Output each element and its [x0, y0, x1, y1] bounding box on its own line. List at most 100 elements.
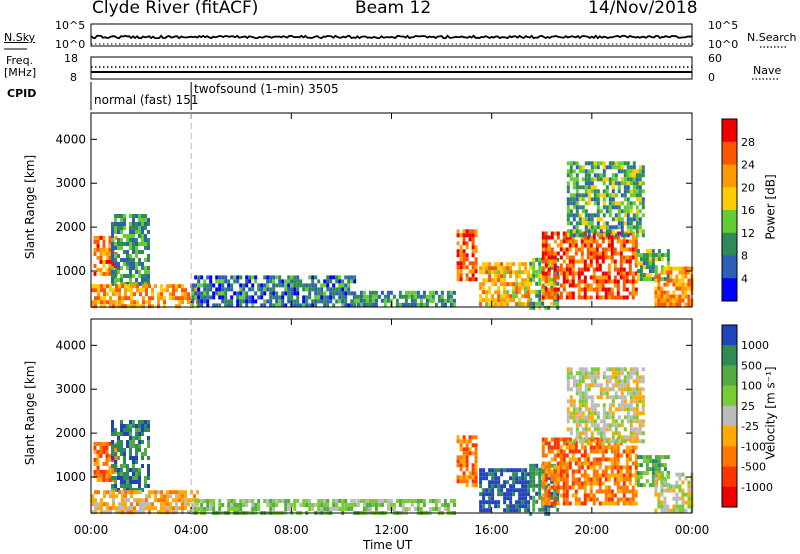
power-cell-9	[635, 189, 639, 194]
power-cell-4	[356, 298, 360, 303]
velocity-colorbar-segment	[722, 486, 737, 508]
velocity-cell-1	[111, 428, 114, 432]
velocity-cell-8	[565, 501, 569, 506]
power-cell-8	[607, 291, 611, 296]
freq-tick-top: 18	[64, 52, 78, 65]
power-cell-3	[335, 299, 339, 304]
velocity-cell-3	[341, 503, 345, 507]
velocity-cell-2	[163, 502, 166, 507]
velocity-cell-8	[583, 489, 587, 494]
power-cell-9	[572, 225, 576, 230]
power-cell-6	[497, 270, 501, 275]
power-cell-1	[123, 242, 126, 246]
velocity-cell-0	[99, 477, 103, 482]
velocity-cell-4	[419, 507, 423, 511]
power-cell-9	[641, 201, 645, 206]
velocity-cell-1	[138, 424, 141, 428]
velocity-cell-9	[578, 407, 582, 412]
velocity-cell-6	[479, 472, 483, 477]
power-cell-1	[123, 234, 126, 238]
velocity-cell-1	[120, 452, 123, 456]
velocity-cell-11	[666, 504, 670, 509]
power-cell-5	[459, 245, 463, 250]
power-cell-11	[669, 274, 673, 279]
velocity-cell-7	[553, 503, 557, 508]
power-cell-8	[631, 239, 635, 244]
velocity-cell-1	[123, 476, 126, 480]
velocity-ytick-label: 4000	[55, 338, 86, 352]
velocity-cell-0	[105, 453, 109, 458]
power-cell-9	[617, 185, 621, 190]
velocity-cell-8	[589, 481, 593, 486]
velocity-cell-9	[611, 419, 615, 424]
power-cell-2	[97, 296, 100, 301]
velocity-cell-8	[631, 473, 635, 478]
velocity-cell-9	[584, 371, 588, 376]
power-cell-8	[619, 243, 623, 248]
power-cell-0	[108, 259, 112, 264]
velocity-cell-8	[631, 449, 635, 454]
velocity-cell-11	[669, 508, 673, 513]
power-cell-9	[566, 205, 570, 210]
velocity-cell-9	[575, 379, 579, 384]
velocity-cell-11	[657, 496, 661, 501]
velocity-cell-8	[619, 469, 623, 474]
velocity-cell-9	[638, 431, 642, 436]
velocity-cell-3	[278, 499, 282, 503]
velocity-colorbar-tick: 100	[741, 380, 762, 393]
velocity-cell-0	[93, 449, 97, 454]
velocity-cell-9	[587, 387, 591, 392]
velocity-cell-1	[123, 424, 126, 428]
velocity-cell-11	[684, 500, 688, 505]
power-cell-9	[590, 217, 594, 222]
velocity-cell-7	[538, 491, 542, 496]
power-cell-2	[160, 296, 163, 301]
power-cell-6	[524, 286, 528, 291]
power-cell-3	[329, 275, 333, 280]
velocity-cell-11	[657, 500, 661, 505]
velocity-cell-8	[562, 477, 566, 482]
power-cell-6	[503, 266, 507, 271]
velocity-cell-8	[556, 441, 560, 446]
power-cell-8	[565, 235, 569, 240]
power-cell-2	[124, 304, 127, 309]
power-cell-6	[497, 290, 501, 295]
power-cell-3	[266, 275, 270, 280]
power-cell-2	[163, 288, 166, 293]
power-cell-5	[471, 229, 475, 234]
power-cell-8	[562, 283, 566, 288]
velocity-cell-2	[151, 506, 154, 511]
power-cell-7	[529, 301, 533, 306]
velocity-cell-9	[575, 387, 579, 392]
velocity-cell-11	[660, 500, 664, 505]
velocity-cell-9	[581, 431, 585, 436]
velocity-cell-9	[620, 395, 624, 400]
power-cell-5	[462, 257, 466, 262]
velocity-cell-2	[106, 502, 109, 507]
power-cell-6	[512, 262, 516, 267]
power-cell-5	[459, 277, 463, 282]
velocity-cell-3	[290, 503, 294, 507]
power-cell-4	[452, 302, 456, 307]
power-cell-9	[641, 197, 645, 202]
power-cell-8	[550, 295, 554, 300]
velocity-cell-0	[99, 473, 103, 478]
power-cell-9	[587, 181, 591, 186]
velocity-cell-4	[440, 503, 444, 507]
power-cell-3	[311, 275, 315, 280]
power-colorbar-tick: 8	[741, 250, 748, 263]
power-cell-0	[99, 251, 103, 256]
velocity-cell-10	[639, 471, 643, 476]
velocity-cell-2	[178, 494, 181, 499]
velocity-cell-1	[147, 472, 150, 476]
velocity-cell-3	[350, 503, 354, 507]
power-cell-8	[598, 235, 602, 240]
velocity-cell-8	[595, 445, 599, 450]
power-cell-6	[491, 294, 495, 299]
power-cell-7	[538, 261, 542, 266]
velocity-cell-2	[178, 506, 181, 511]
power-cell-11	[687, 282, 691, 287]
velocity-cell-9	[566, 419, 570, 424]
velocity-cell-11	[675, 504, 679, 509]
power-cell-8	[589, 255, 593, 260]
